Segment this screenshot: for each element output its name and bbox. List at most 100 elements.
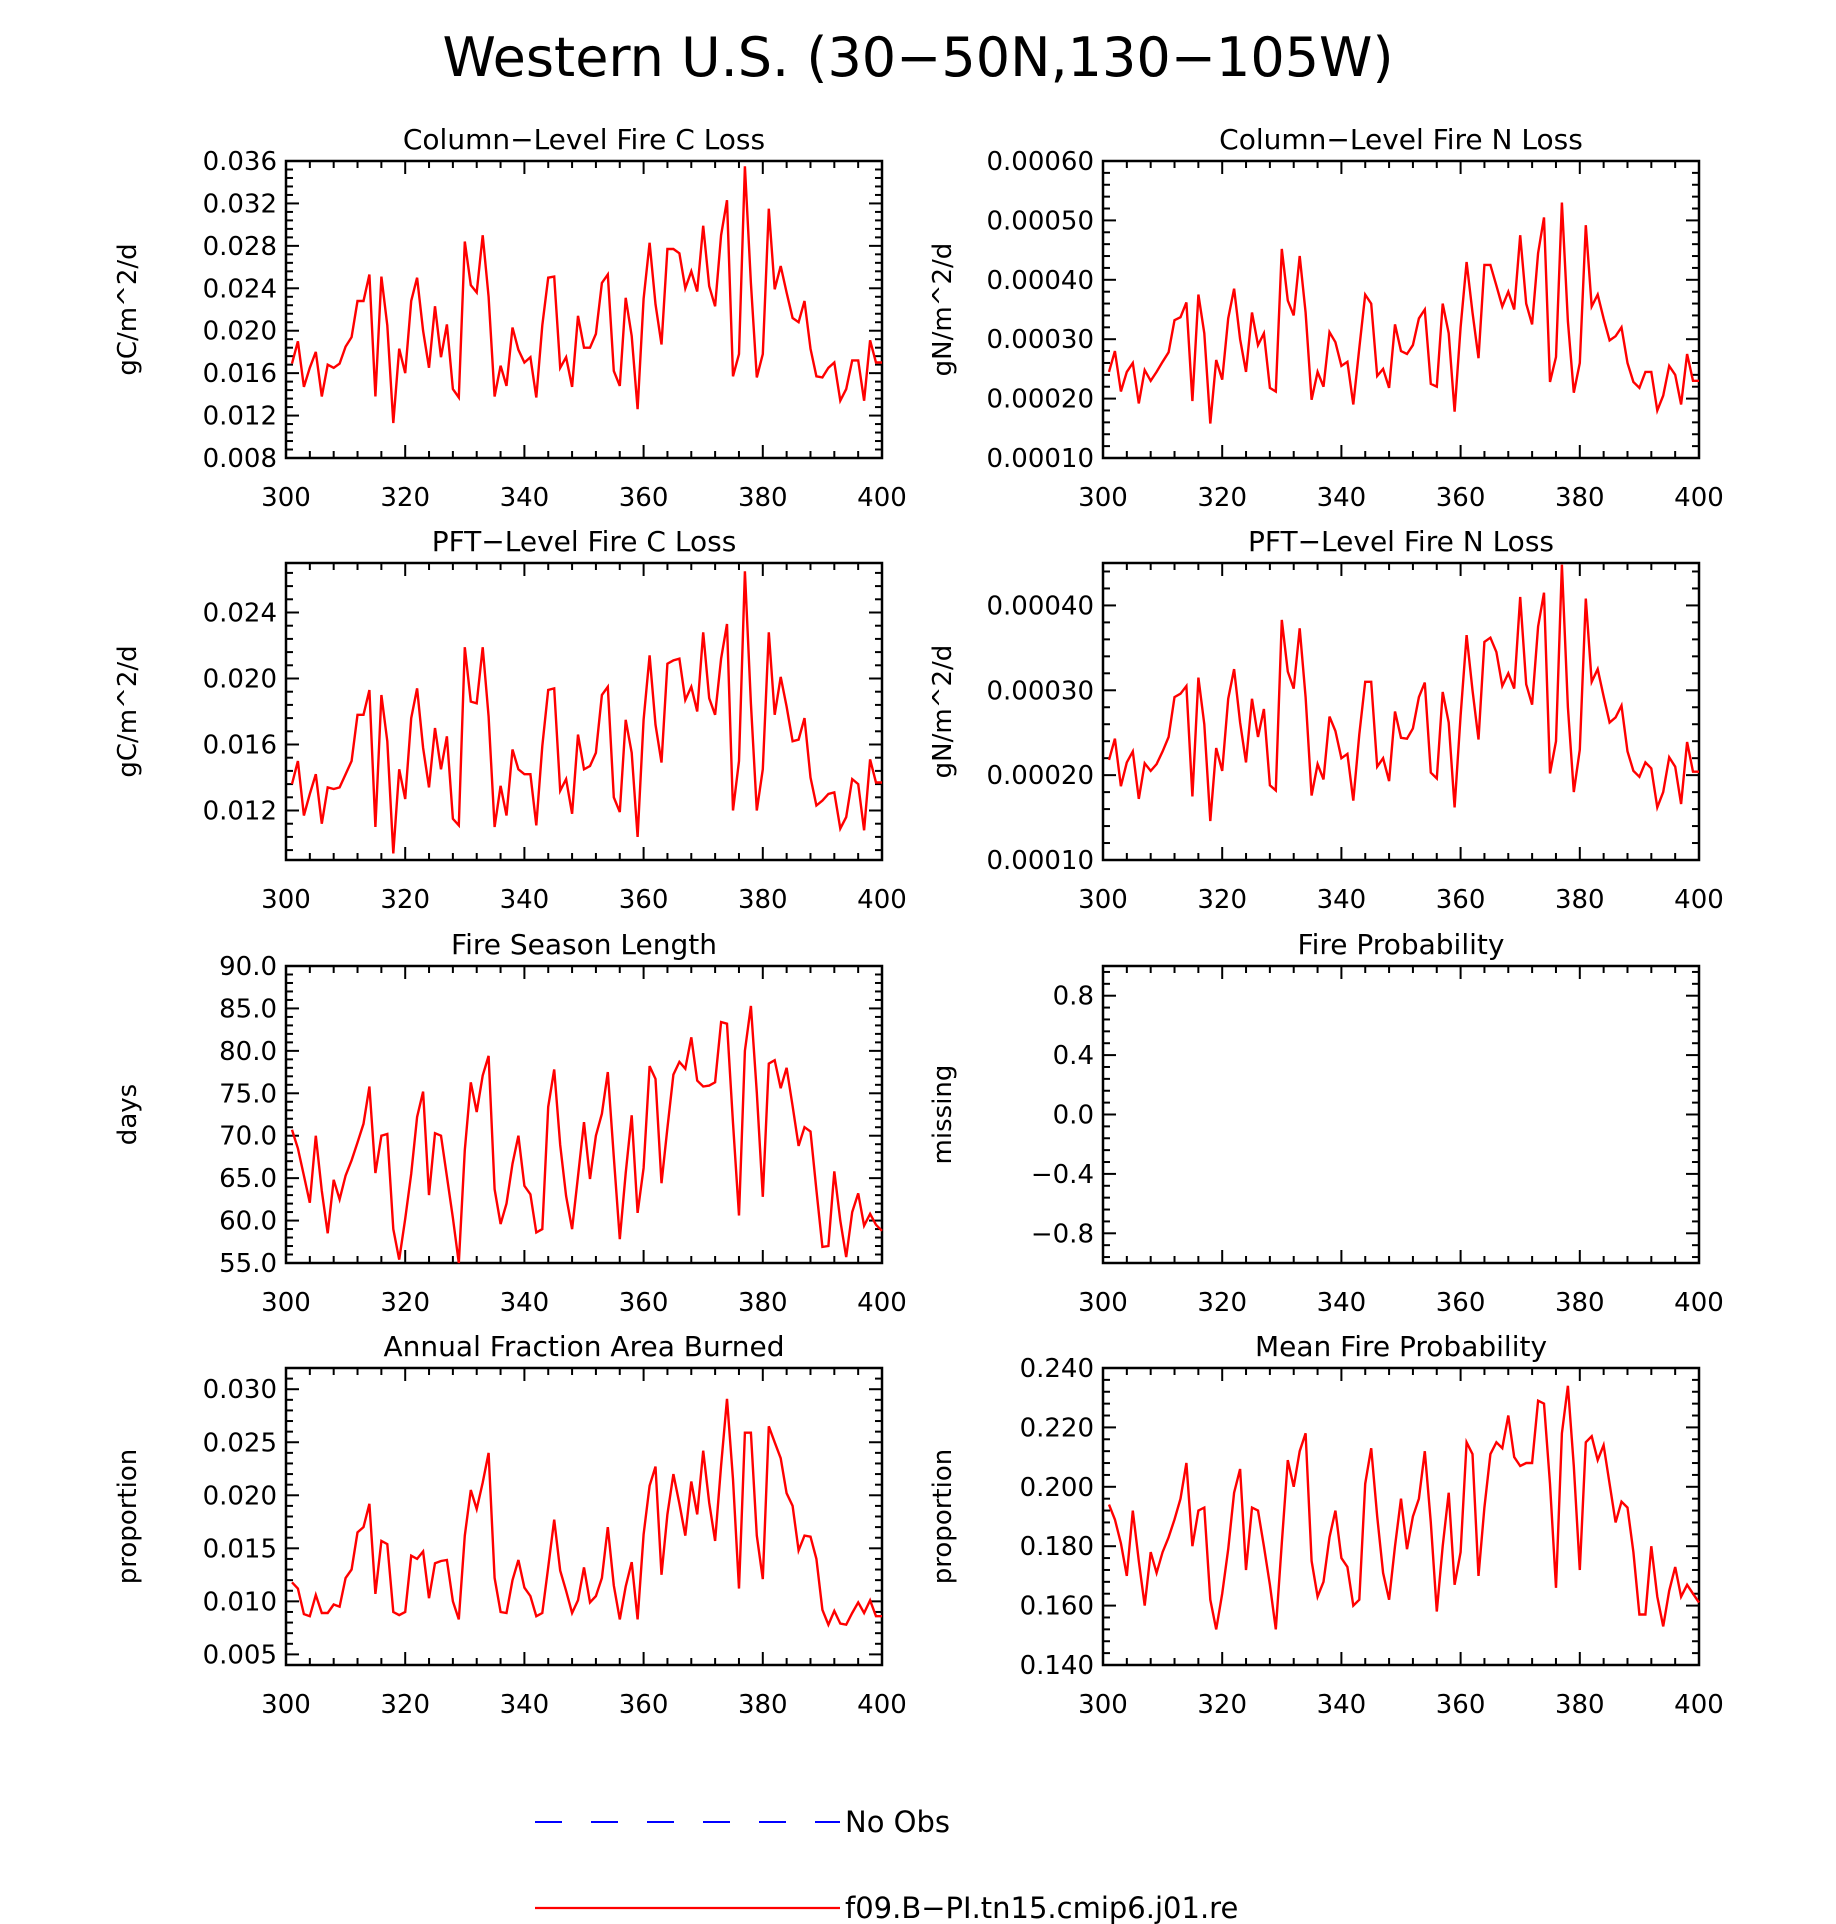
x-tick-label: 360 [1436, 483, 1486, 513]
series-line [1107, 564, 1699, 822]
y-tick-label: 0.4 [1053, 1041, 1094, 1071]
x-tick-label: 300 [1078, 1288, 1128, 1318]
x-tick-label: 340 [1317, 885, 1367, 915]
panel-title: Fire Probability [1298, 928, 1505, 961]
x-tick-label: 300 [1078, 885, 1128, 915]
x-tick-label: 300 [1078, 1690, 1128, 1720]
y-tick-label: 0.016 [203, 731, 277, 761]
y-tick-label: 0.180 [1020, 1532, 1094, 1562]
x-tick-label: 380 [738, 483, 788, 513]
y-tick-label: 0.200 [1020, 1473, 1094, 1503]
y-axis-label: proportion [113, 1449, 143, 1584]
x-tick-label: 340 [500, 885, 550, 915]
series-line [290, 166, 882, 424]
y-tick-label: 0.00020 [986, 761, 1094, 791]
chart-panel: 300 320 340 360 380 400 55.0 60.0 65.0 70.0 75.0 80… [113, 928, 907, 1318]
y-tick-label: −0.8 [1031, 1219, 1094, 1249]
x-tick-label: 340 [1317, 1288, 1367, 1318]
chart-panel: 300 320 340 360 380 400 0.00010 0.00020 0.00030 0… [928, 123, 1724, 513]
y-tick-label: 0.00040 [986, 266, 1094, 296]
chart-panel: 300 320 340 360 380 400 0.140 0.160 0.180 0.200 0.… [928, 1330, 1724, 1720]
y-tick-label: 0.012 [203, 797, 277, 827]
y-axis-label: days [113, 1084, 143, 1145]
x-tick-label: 360 [619, 1288, 669, 1318]
y-tick-label: 0.030 [203, 1375, 277, 1405]
x-tick-label: 320 [380, 483, 430, 513]
panel-title: PFT−Level Fire N Loss [1248, 525, 1554, 558]
x-tick-label: 380 [1555, 885, 1605, 915]
y-tick-label: 0.0 [1053, 1101, 1094, 1131]
y-tick-label: 0.015 [203, 1534, 277, 1564]
plot-frame [1101, 964, 1701, 1265]
y-tick-label: 75.0 [219, 1079, 277, 1109]
y-tick-label: 0.010 [203, 1587, 277, 1617]
series-line [290, 1005, 883, 1264]
y-tick-label: −0.4 [1031, 1160, 1094, 1190]
x-tick-label: 320 [380, 1288, 430, 1318]
x-tick-label: 340 [500, 1288, 550, 1318]
y-tick-label: 0.036 [203, 147, 277, 177]
x-tick-label: 340 [500, 483, 550, 513]
y-tick-label: 90.0 [219, 952, 277, 982]
y-tick-label: 0.028 [203, 232, 277, 262]
x-tick-label: 320 [1197, 885, 1247, 915]
series-line [1107, 202, 1699, 424]
y-tick-label: 0.025 [203, 1428, 277, 1458]
x-tick-label: 400 [1674, 1288, 1724, 1318]
y-tick-label: 0.240 [1020, 1354, 1094, 1384]
x-tick-label: 340 [500, 1690, 550, 1720]
plot-frame [284, 1366, 884, 1667]
x-tick-label: 380 [738, 1690, 788, 1720]
x-tick-label: 320 [1197, 1690, 1247, 1720]
series-line [1107, 1385, 1700, 1630]
x-tick-label: 300 [261, 1288, 311, 1318]
y-tick-label: 0.00050 [986, 206, 1094, 236]
x-tick-label: 360 [619, 885, 669, 915]
y-tick-label: 0.020 [203, 317, 277, 347]
y-tick-label: 80.0 [219, 1037, 277, 1067]
y-tick-label: 0.020 [203, 1481, 277, 1511]
series-line [291, 1398, 882, 1628]
plot-frame [284, 159, 884, 460]
legend-label-model: f09.B−PI.tn15.cmip6.j01.re [845, 1891, 1238, 1924]
x-tick-label: 400 [857, 1690, 907, 1720]
panel-title: Mean Fire Probability [1255, 1330, 1547, 1363]
chart-panel: 300 320 340 360 380 400 0.008 0.012 0.016 0.020 0.… [113, 123, 907, 513]
y-tick-label: 0.020 [203, 665, 277, 695]
legend-label-no-obs: No Obs [845, 1805, 950, 1839]
y-tick-label: 85.0 [219, 994, 277, 1024]
panel-title: Annual Fraction Area Burned [384, 1330, 785, 1363]
panel-title: Column−Level Fire C Loss [403, 123, 765, 156]
y-axis-label: gC/m^2/d [113, 645, 143, 777]
y-axis-label: missing [928, 1065, 958, 1165]
y-axis-label: gN/m^2/d [928, 645, 958, 779]
chart-panel: 300 320 340 360 380 400 0.005 0.010 0.015 0.020 0.… [113, 1330, 907, 1720]
x-tick-label: 400 [857, 1288, 907, 1318]
y-tick-label: 0.00030 [986, 676, 1094, 706]
x-tick-label: 380 [1555, 483, 1605, 513]
x-tick-label: 340 [1317, 483, 1367, 513]
x-tick-label: 400 [857, 483, 907, 513]
x-tick-label: 400 [1674, 1690, 1724, 1720]
x-tick-label: 380 [1555, 1690, 1605, 1720]
x-tick-label: 360 [1436, 1288, 1486, 1318]
panels: 300 320 340 360 380 400 0.008 0.012 0.016 0.020 0.… [113, 123, 1724, 1720]
plot-frame [1101, 1366, 1701, 1667]
x-tick-label: 360 [619, 483, 669, 513]
legend: No Obs f09.B−PI.tn15.cmip6.j01.re [535, 1805, 1238, 1924]
plot-frame [284, 964, 884, 1265]
x-tick-label: 360 [1436, 1690, 1486, 1720]
y-tick-label: 0.140 [1020, 1651, 1094, 1681]
y-tick-label: 0.005 [203, 1640, 277, 1670]
x-tick-label: 400 [1674, 885, 1724, 915]
y-tick-label: 0.00040 [986, 591, 1094, 621]
y-axis-label: gN/m^2/d [928, 243, 958, 377]
x-tick-label: 380 [738, 1288, 788, 1318]
chart-panel: 300 320 340 360 380 400 −0.8 −0.4 0.0 0.4 0.8 missi… [928, 928, 1724, 1318]
panel-title: PFT−Level Fire C Loss [432, 525, 737, 558]
plot-frame [284, 561, 884, 862]
x-tick-label: 300 [261, 483, 311, 513]
y-tick-label: 0.00020 [986, 385, 1094, 415]
y-tick-label: 0.024 [203, 274, 277, 304]
